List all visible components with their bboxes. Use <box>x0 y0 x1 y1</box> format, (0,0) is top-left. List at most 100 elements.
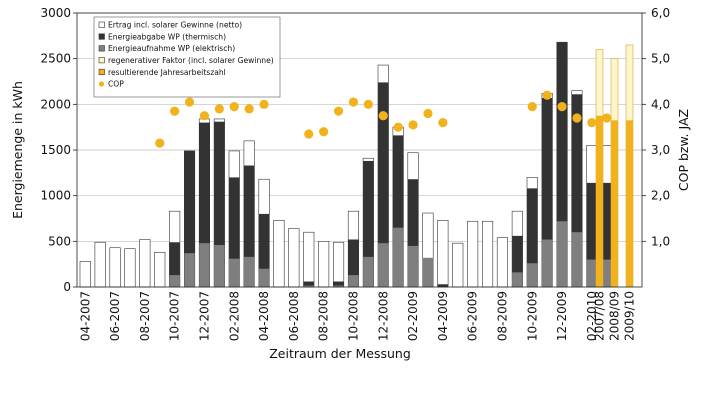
annual-bar-jaz <box>626 120 633 287</box>
y-left-tick-label: 0 <box>63 280 71 294</box>
bar-thermisch <box>258 213 270 287</box>
bar-thermisch <box>199 122 210 287</box>
bar-thermisch <box>303 281 314 287</box>
cop-point <box>244 104 254 114</box>
bar-ertrag <box>452 242 464 288</box>
bar-elektrisch <box>392 227 404 287</box>
bar-thermisch <box>407 179 419 287</box>
cop-point <box>363 99 373 109</box>
bar-ertrag <box>94 241 106 288</box>
cop-point <box>438 118 448 128</box>
bar-ertrag <box>124 248 136 288</box>
cop-point <box>557 102 567 112</box>
cop-point <box>527 102 537 112</box>
bar-elektrisch <box>169 275 180 287</box>
bar-thermisch <box>348 239 359 287</box>
cop-point <box>184 97 195 107</box>
bar-thermisch <box>586 182 598 287</box>
x-tick-label: 12-2009 <box>555 291 569 341</box>
bar-thermisch <box>541 97 553 287</box>
x-tick-label: 06-2007 <box>108 291 122 341</box>
legend-marker-cop <box>98 81 105 87</box>
bar-ertrag <box>437 220 449 288</box>
bar-thermisch <box>184 150 195 287</box>
y-left-tick-label: 1500 <box>40 143 71 157</box>
legend-label: Ertrag incl. solarer Gewinne (netto) <box>108 21 242 30</box>
bar-elektrisch <box>243 256 255 287</box>
legend-swatch <box>98 57 105 64</box>
cop-point <box>572 113 582 123</box>
cop-point <box>229 102 239 112</box>
bar-thermisch <box>378 82 389 287</box>
x-tick-label: 08-2007 <box>138 291 152 341</box>
bar-thermisch <box>437 284 449 287</box>
y-left-tick-label: 3000 <box>40 6 71 20</box>
cop-point <box>214 104 224 114</box>
bar-elektrisch <box>258 268 270 287</box>
bar-thermisch <box>392 135 404 287</box>
x-tick-label: 04-2009 <box>436 291 450 341</box>
cop-points-layer <box>155 90 612 148</box>
cop-point <box>378 111 388 121</box>
bar-elektrisch <box>184 253 195 287</box>
bar-elektrisch <box>378 243 389 287</box>
bar-elektrisch <box>229 258 240 287</box>
cop-point <box>155 138 165 148</box>
bar-elektrisch <box>601 259 612 287</box>
legend-swatch <box>98 45 105 52</box>
bar-thermisch <box>556 42 568 287</box>
bar-thermisch <box>169 242 180 287</box>
bar-ertrag <box>139 239 151 288</box>
bar-elektrisch <box>199 243 210 287</box>
bar-elektrisch <box>586 259 598 287</box>
bar-ertrag <box>288 228 300 288</box>
bar-elektrisch <box>214 244 225 287</box>
bar-ertrag <box>154 251 166 288</box>
cop-point <box>602 113 612 123</box>
x-tick-label: 12-2008 <box>376 291 390 341</box>
x-tick-label: 02-2009 <box>406 291 420 341</box>
y-axis-right-label: COP bzw. JAZ <box>676 109 691 191</box>
bar-elektrisch <box>303 285 314 287</box>
cop-point <box>170 106 180 116</box>
cop-point <box>348 97 359 107</box>
y-axis-left-label: Energiemenge in kWh <box>10 81 25 219</box>
x-tick-label: 06-2008 <box>287 291 301 341</box>
bar-thermisch <box>601 182 612 287</box>
legend-label: COP <box>108 80 124 89</box>
x-tick-label: 08-2008 <box>317 291 331 341</box>
bar-ertrag <box>303 231 315 288</box>
legend-swatch <box>98 21 105 28</box>
bar-ertrag <box>79 261 91 288</box>
annual-bar-jaz <box>596 115 603 287</box>
x-tick-label: 08-2009 <box>495 291 509 341</box>
y-left-tick-label: 2000 <box>40 97 71 111</box>
x-tick-label: 2009/10 <box>623 291 637 341</box>
bars-layer <box>79 41 613 288</box>
y-right-tick-label: 4,0 <box>651 97 670 111</box>
y-right-tick-label: 1,0 <box>651 234 670 248</box>
legend-label: resultierende Jahresarbeitszahl <box>108 68 226 77</box>
bar-thermisch <box>333 281 344 287</box>
bar-elektrisch <box>571 232 583 287</box>
bar-elektrisch <box>333 285 344 287</box>
y-left-tick-label: 2500 <box>40 52 71 66</box>
legend-label: Energieaufnahme WP (elektrisch) <box>108 44 235 53</box>
x-tick-label: 02-2008 <box>227 291 241 341</box>
cop-point <box>423 108 433 119</box>
bar-thermisch <box>363 160 374 287</box>
cop-point <box>408 120 418 130</box>
cop-point <box>319 127 329 137</box>
legend-label: Energieabgabe WP (thermisch) <box>108 32 226 41</box>
legend-label: regenerativer Faktor (incl. solarer Gewi… <box>108 56 274 65</box>
bar-elektrisch <box>556 221 568 287</box>
x-tick-label: 2008/09 <box>608 291 622 341</box>
bar-thermisch <box>527 188 538 287</box>
legend-box <box>93 16 281 98</box>
legend-swatch <box>98 68 105 75</box>
bar-ertrag <box>273 220 285 288</box>
y-right-tick-label: 5,0 <box>651 52 670 66</box>
y-left-tick-label: 500 <box>48 234 71 248</box>
cop-point <box>259 99 269 109</box>
